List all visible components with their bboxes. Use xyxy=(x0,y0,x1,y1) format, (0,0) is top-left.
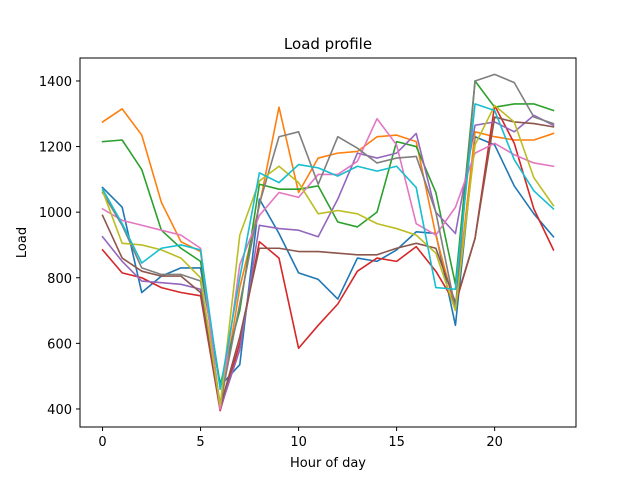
series-layer xyxy=(101,73,555,412)
series-line-8 xyxy=(101,73,555,405)
y-tick-label: 400 xyxy=(47,403,72,418)
plot-background xyxy=(80,58,576,427)
y-tick-label: 600 xyxy=(47,337,72,352)
y-tick-label: 1000 xyxy=(39,206,72,221)
x-axis: 0 5 10 15 20 xyxy=(98,427,503,450)
x-axis-label: Hour of day xyxy=(290,456,366,471)
series-line-10 xyxy=(101,103,555,391)
x-tick-label: 5 xyxy=(196,435,204,450)
series-line-9 xyxy=(101,104,555,407)
y-axis: 400 600 800 1000 1200 1400 xyxy=(39,75,80,418)
series-line-7 xyxy=(101,117,555,410)
x-tick-label: 0 xyxy=(98,435,106,450)
x-tick-label: 15 xyxy=(388,435,405,450)
y-tick-label: 1200 xyxy=(39,141,72,156)
x-tick-label: 10 xyxy=(290,435,307,450)
y-tick-label: 1400 xyxy=(39,75,72,90)
series-line-5 xyxy=(101,114,555,410)
y-tick-label: 800 xyxy=(47,272,72,287)
plot-area xyxy=(79,57,577,428)
x-tick-label: 20 xyxy=(486,435,503,450)
series-line-6 xyxy=(101,116,555,409)
chart-title: Load profile xyxy=(284,35,372,53)
plot-frame xyxy=(79,57,577,428)
y-axis-label: Load xyxy=(15,227,30,258)
